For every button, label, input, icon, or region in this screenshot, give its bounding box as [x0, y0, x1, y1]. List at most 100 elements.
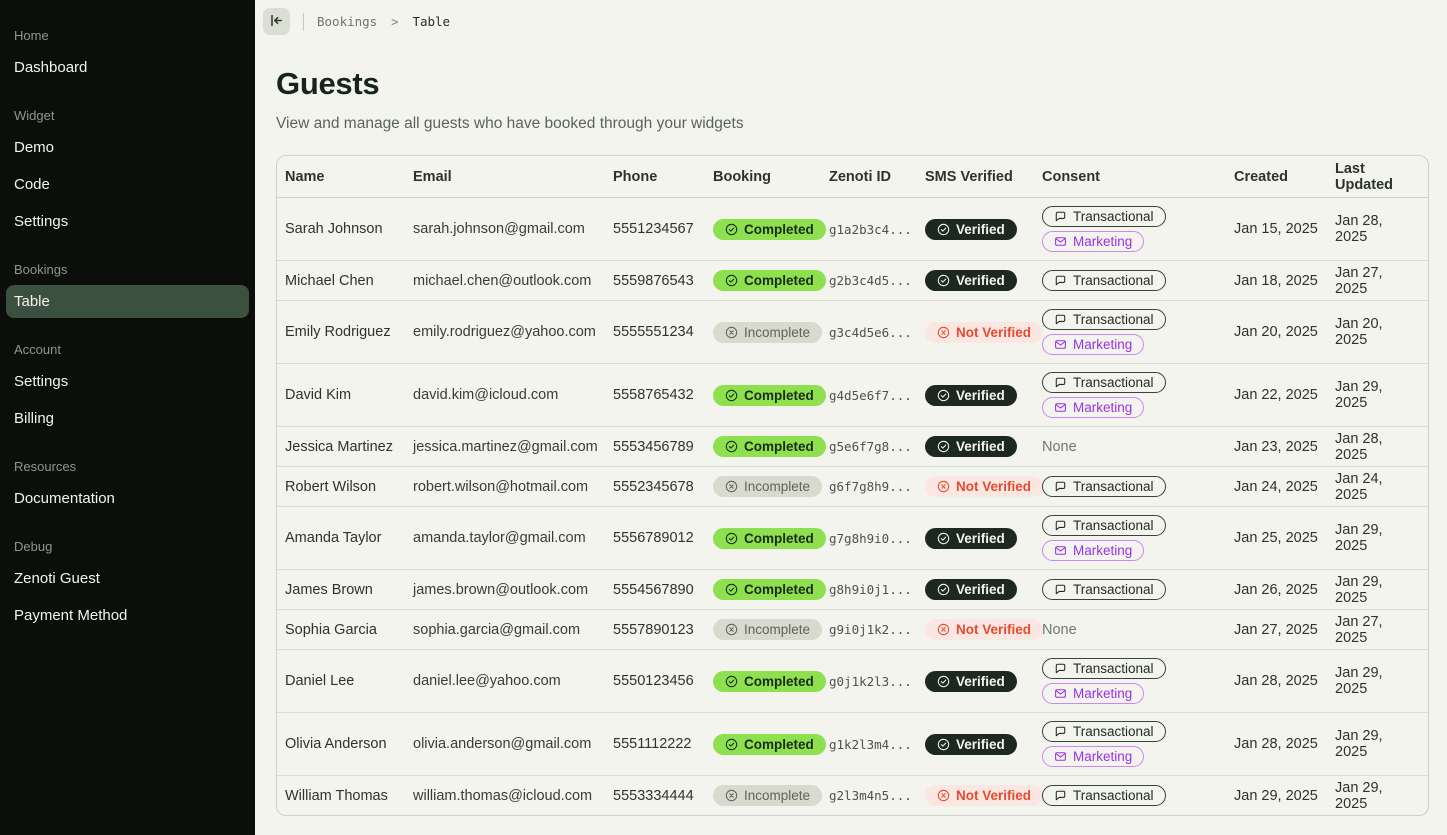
breadcrumb-table[interactable]: Table	[412, 14, 451, 29]
consent-transactional-pill: Transactional	[1042, 721, 1166, 742]
sidebar-item-dashboard[interactable]: Dashboard	[14, 59, 88, 76]
cell-name: James Brown	[285, 581, 373, 598]
page-content: Guests View and manage all guests who ha…	[255, 66, 1447, 816]
cell-zenoti-id: g9i0j1k2...	[829, 622, 912, 637]
breadcrumb-bookings[interactable]: Bookings	[317, 14, 378, 29]
cell-created: Jan 15, 2025	[1234, 221, 1318, 237]
cell-booking: Completed	[713, 570, 829, 609]
sidebar-section-home: Home Dashboard	[0, 28, 255, 84]
consent-none-label: None	[1042, 621, 1077, 638]
check-circle-icon	[725, 274, 738, 287]
chat-bubble-icon	[1054, 376, 1067, 389]
consent-marketing-pill: Marketing	[1042, 231, 1145, 252]
sms-not-verified-badge: Not Verified	[925, 619, 1044, 640]
x-circle-icon	[725, 623, 738, 636]
badge-label: Completed	[744, 439, 814, 454]
consent-transactional-pill: Transactional	[1042, 476, 1166, 497]
badge-label: Not Verified	[956, 788, 1032, 803]
cell-name: Sophia Garcia	[285, 621, 377, 638]
consent-transactional-pill: Transactional	[1042, 515, 1166, 536]
sidebar-item-documentation[interactable]: Documentation	[14, 490, 115, 507]
sidebar-item-demo[interactable]: Demo	[14, 139, 55, 156]
consent-transactional-pill: Transactional	[1042, 270, 1166, 291]
badge-label: Completed	[744, 221, 814, 237]
cell-last-updated: Jan 29, 2025	[1335, 379, 1383, 411]
badge-label: Verified	[956, 273, 1005, 288]
check-circle-icon	[937, 532, 950, 545]
cell-email: sarah.johnson@gmail.com	[413, 221, 585, 237]
cell-email: olivia.anderson@gmail.com	[413, 736, 592, 752]
sidebar-collapse-button[interactable]	[263, 8, 290, 35]
cell-email: robert.wilson@hotmail.com	[413, 478, 589, 495]
sidebar-item-code[interactable]: Code	[14, 176, 50, 193]
envelope-icon	[1054, 687, 1067, 700]
cell-sms-verified: Not Verified	[925, 313, 1044, 352]
column-header-name: Name	[285, 168, 325, 185]
cell-consent: Transactional	[1042, 570, 1234, 609]
cell-phone: 5554567890	[613, 581, 694, 598]
cell-booking: Completed	[713, 725, 829, 764]
sidebar-section-label: Resources	[14, 459, 77, 474]
sidebar-item-zenoti-guest[interactable]: Zenoti Guest	[14, 570, 100, 587]
cell-last-updated: Jan 29, 2025	[1335, 779, 1383, 812]
cell-zenoti-id: g8h9i0j1...	[829, 582, 912, 597]
cell-phone: 5553334444	[613, 787, 694, 804]
check-circle-icon	[725, 223, 738, 236]
table-row: James Brown james.brown@outlook.com 555456…	[277, 570, 1428, 610]
cell-name: Michael Chen	[285, 272, 374, 289]
consent-transactional-pill: Transactional	[1042, 309, 1166, 330]
cell-sms-verified: Verified	[925, 725, 1042, 764]
cell-created: Jan 27, 2025	[1234, 621, 1318, 638]
cell-sms-verified: Verified	[925, 427, 1042, 466]
consent-transactional-pill: Transactional	[1042, 372, 1166, 393]
cell-phone: 5557890123	[613, 621, 694, 638]
consent-marketing-pill: Marketing	[1042, 540, 1145, 561]
cell-last-updated: Jan 24, 2025	[1335, 470, 1383, 503]
cell-booking: Completed	[713, 261, 829, 300]
cell-name: Jessica Martinez	[285, 438, 393, 455]
sidebar-item-settings[interactable]: Settings	[14, 213, 69, 230]
cell-zenoti-id: g4d5e6f7...	[829, 387, 912, 403]
pill-label: Marketing	[1073, 400, 1133, 415]
cell-zenoti-id: g5e6f7g8...	[829, 439, 912, 454]
guests-table: Name Email Phone Booking Zenoti ID SMS Verifi…	[276, 155, 1429, 816]
cell-consent: Transactional Marketing	[1042, 301, 1234, 363]
sms-verified-badge: Verified	[925, 218, 1017, 240]
cell-booking: Incomplete	[713, 776, 829, 815]
column-header-last-updated: Last Updated	[1335, 160, 1393, 193]
consent-transactional-pill: Transactional	[1042, 785, 1166, 806]
cell-name: David Kim	[285, 387, 352, 403]
cell-email: michael.chen@outlook.com	[413, 272, 592, 289]
cell-last-updated: Jan 27, 2025	[1335, 613, 1383, 646]
envelope-icon	[1054, 235, 1067, 248]
sms-verified-badge: Verified	[925, 270, 1017, 291]
check-circle-icon	[937, 223, 950, 236]
pill-label: Marketing	[1073, 686, 1133, 701]
sidebar-section-account: Account Settings Billing	[0, 342, 255, 435]
booking-completed-badge: Completed	[713, 270, 826, 291]
table-row: Robert Wilson robert.wilson@hotmail.com 55…	[277, 467, 1428, 507]
cell-name: Amanda Taylor	[285, 530, 382, 546]
cell-zenoti-id: g1a2b3c4...	[829, 221, 912, 237]
sms-not-verified-badge: Not Verified	[925, 321, 1044, 343]
check-circle-icon	[937, 675, 950, 688]
cell-consent: Transactional	[1042, 776, 1234, 815]
consent-marketing-pill: Marketing	[1042, 746, 1145, 767]
badge-label: Verified	[956, 221, 1005, 237]
sidebar-item-billing[interactable]: Billing	[14, 410, 55, 427]
cell-sms-verified: Not Verified	[925, 467, 1044, 506]
cell-sms-verified: Not Verified	[925, 610, 1044, 649]
cell-last-updated: Jan 29, 2025	[1335, 728, 1383, 760]
cell-zenoti-id: g0j1k2l3...	[829, 673, 912, 689]
booking-completed-badge: Completed	[713, 579, 826, 600]
sidebar-item-settings[interactable]: Settings	[14, 373, 69, 390]
table-row: Amanda Taylor amanda.taylor@gmail.com 5556…	[277, 507, 1428, 570]
pill-label: Marketing	[1073, 543, 1133, 558]
check-circle-icon	[725, 440, 738, 453]
sidebar-item-table[interactable]: Table	[6, 285, 249, 318]
x-circle-icon	[937, 789, 950, 802]
cell-last-updated: Jan 29, 2025	[1335, 573, 1383, 606]
sidebar-item-payment-method[interactable]: Payment Method	[14, 607, 128, 624]
cell-zenoti-id: g1k2l3m4...	[829, 736, 912, 752]
cell-created: Jan 25, 2025	[1234, 530, 1318, 546]
